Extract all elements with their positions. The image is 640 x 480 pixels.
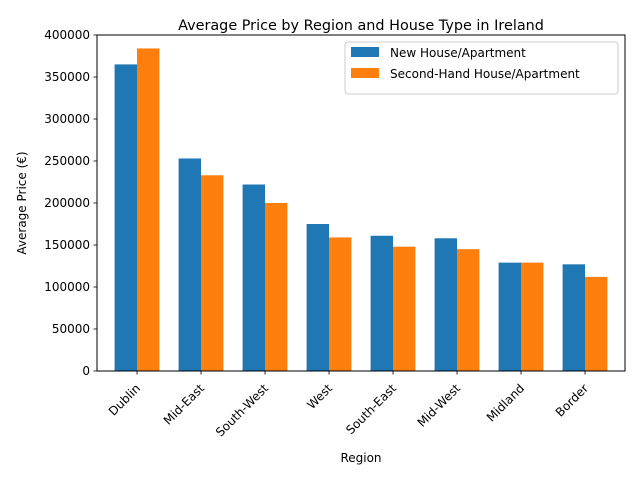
bar-new-south-west	[242, 184, 265, 371]
legend-swatch-second-hand	[351, 68, 379, 78]
legend: New House/Apartment Second-Hand House/Apa…	[344, 41, 619, 95]
bar-second-hand-mid-east	[201, 175, 224, 371]
chart-title: Average Price by Region and House Type i…	[178, 18, 544, 34]
legend-label-new: New House/Apartment	[390, 46, 526, 60]
bar-new-mid-west	[434, 238, 457, 371]
bar-second-hand-dublin	[137, 48, 160, 371]
bar-new-border	[562, 264, 585, 371]
y-tick-label: 250000	[44, 154, 90, 168]
bar-second-hand-south-west	[265, 203, 288, 371]
bar-new-west	[306, 224, 329, 371]
bars	[114, 48, 608, 372]
bar-second-hand-south-east	[393, 246, 416, 371]
bar-new-south-east	[370, 235, 393, 371]
bar-new-mid-east	[178, 158, 201, 371]
y-axis: 0 50000 100000 150000 200000 250000 300000 3500…	[44, 28, 97, 378]
y-tick-label: 300000	[44, 112, 90, 126]
legend-swatch-new	[351, 47, 379, 57]
bar-second-hand-mid-west	[457, 249, 480, 371]
axes-frame	[96, 34, 626, 372]
bar-second-hand-west	[329, 237, 352, 371]
y-axis-label: Average Price (€)	[15, 151, 29, 254]
y-tick-label: 200000	[44, 196, 90, 210]
x-axis-label: Region	[340, 451, 381, 465]
y-tick-label: 50000	[52, 322, 90, 336]
bar-new-midland	[498, 262, 521, 371]
legend-label-second-hand: Second-Hand House/Apartment	[390, 67, 580, 81]
legend-frame	[344, 41, 619, 95]
bar-new-dublin	[114, 64, 137, 372]
y-tick-label: 150000	[44, 238, 90, 252]
bar-second-hand-midland	[521, 262, 544, 371]
y-tick-label: 350000	[44, 70, 90, 84]
y-tick-label: 100000	[44, 280, 90, 294]
y-tick-label: 400000	[44, 28, 90, 42]
y-tick-label: 0	[82, 364, 90, 378]
bar-second-hand-border	[585, 276, 608, 371]
